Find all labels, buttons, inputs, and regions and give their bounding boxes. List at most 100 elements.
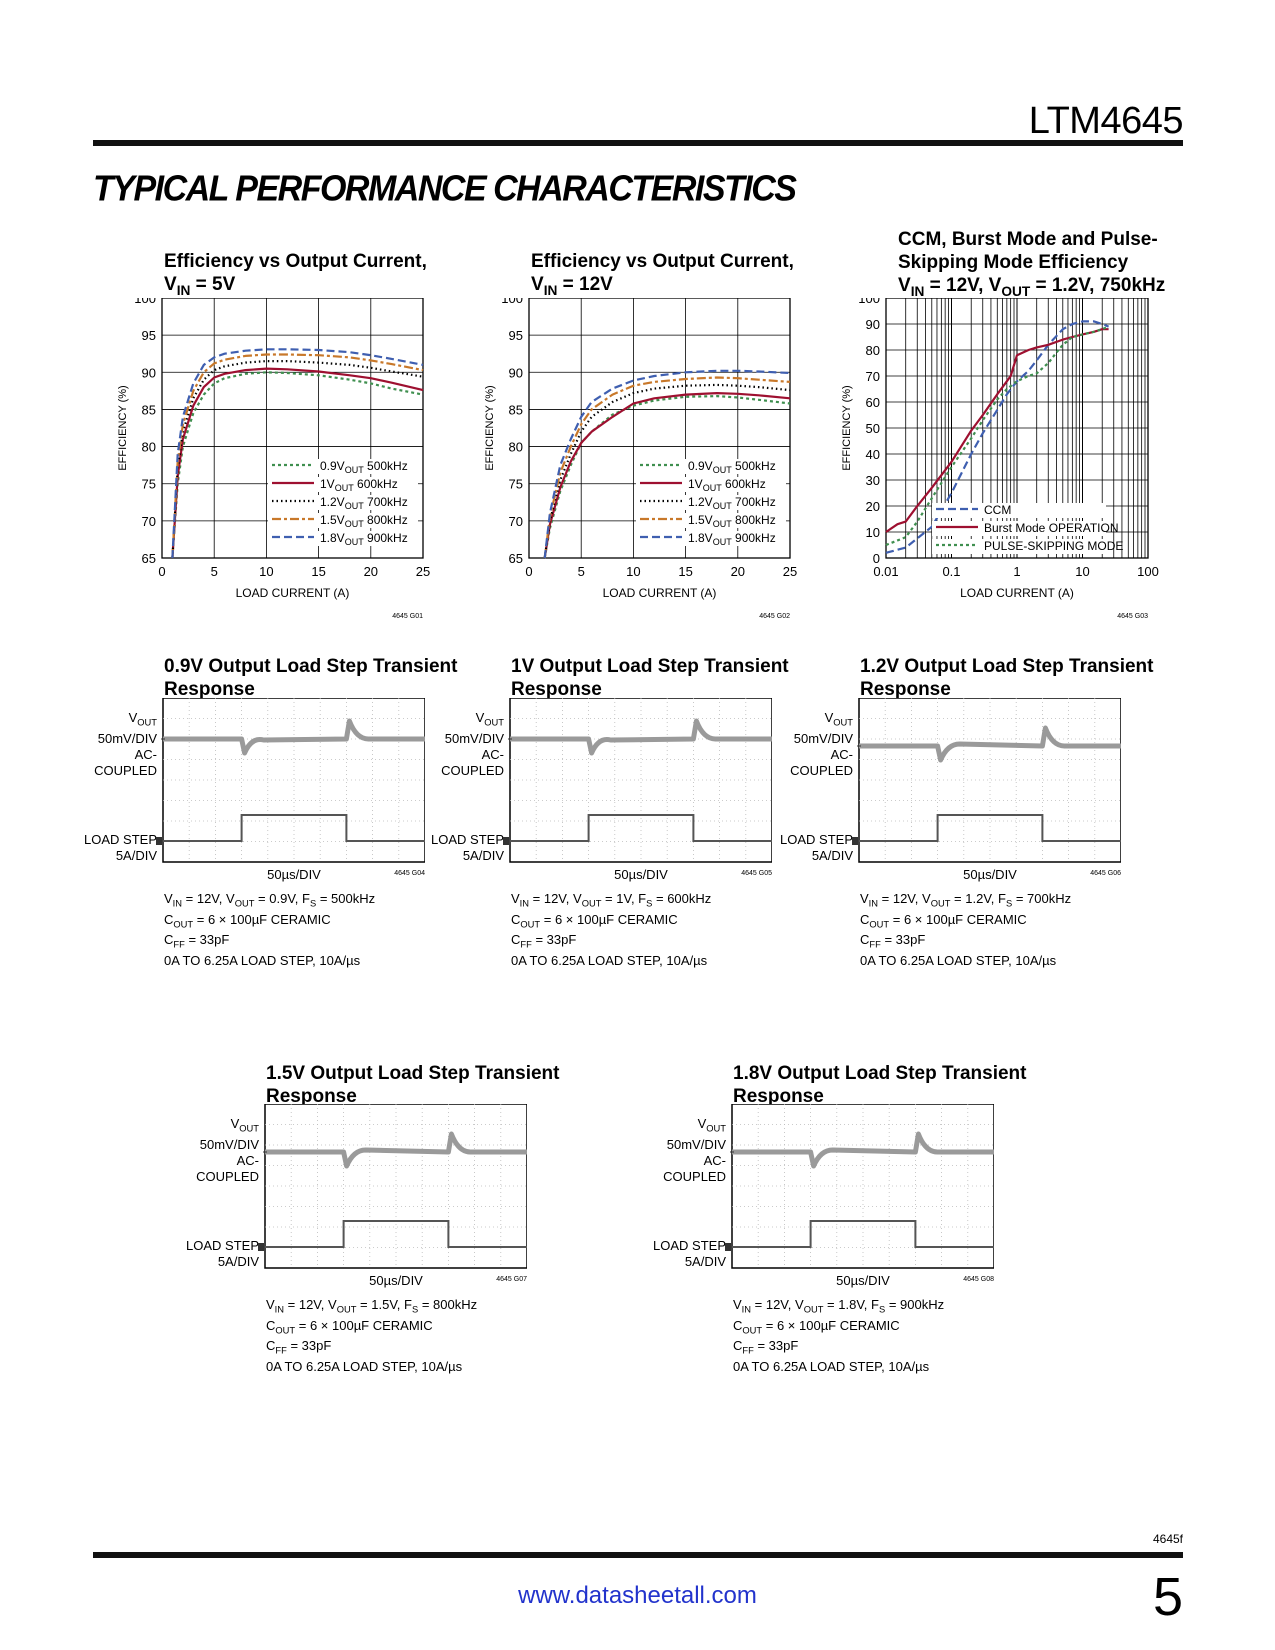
plot-frame [885, 298, 1149, 559]
legend-label-4: 1.8VOUT 900kHz [688, 531, 776, 547]
cond-line1: VIN = 12V, VOUT = 1V, FS = 600kHz [511, 891, 712, 909]
y-axis-label: EFFICIENCY (%) [117, 385, 129, 470]
x-tick-label: 10 [1075, 564, 1089, 579]
x-tick-label: 15 [311, 564, 325, 579]
series-line-2 [885, 325, 1110, 547]
x-tick-label: 0 [525, 564, 532, 579]
series-line-2 [171, 359, 424, 559]
legend: 0.9VOUT 500kHz 1VOUT 600kHz 1.2VOUT 700kHz… [636, 459, 786, 547]
scope-vout-labels-2: VOUT 50mV/DIV AC- COUPLED [759, 710, 853, 779]
channel-marker [852, 837, 858, 845]
page-number: 5 [1152, 1567, 1183, 1627]
vout-label: VOUT [697, 1116, 726, 1134]
y-tick-label: 80 [866, 343, 880, 358]
scope-title-line2: Response [733, 1086, 824, 1107]
load-step-label: LOAD STEP [431, 832, 504, 847]
legend-label-4: 1.8VOUT 900kHz [320, 531, 408, 547]
cond-line4: 0A TO 6.25A LOAD STEP, 10A/µs [511, 952, 708, 968]
legend-label-3: 1.5VOUT 800kHz [320, 513, 408, 529]
y-tick-label: 95 [509, 328, 523, 343]
series-line-3 [171, 353, 424, 559]
footer-rule [93, 1552, 1183, 1558]
scope-title-line2: Response [511, 679, 602, 700]
y-tick-label: 100 [858, 298, 880, 306]
section-title: TYPICAL PERFORMANCE CHARACTERISTICS [93, 169, 797, 209]
y-tick-label: 80 [142, 440, 156, 455]
legend-bg [932, 539, 1106, 554]
load-step-label: LOAD STEP [186, 1238, 259, 1253]
legend-label-1: Burst Mode OPERATION [984, 521, 1118, 535]
cond-line1: VIN = 12V, VOUT = 1.2V, FS = 700kHz [860, 891, 1072, 909]
x-tick-label: 25 [783, 564, 797, 579]
vout-trace [732, 1131, 994, 1169]
y-axis-label: EFFICIENCY (%) [841, 385, 853, 470]
scope-load-labels-1: LOAD STEP 5A/DIV [410, 832, 504, 864]
footer-url[interactable]: www.datasheetall.com [518, 1582, 757, 1609]
x-tick-label: 15 [678, 564, 692, 579]
scope-title-line2: Response [266, 1086, 357, 1107]
y-tick-label: 100 [501, 298, 523, 306]
y-tick-label: 50 [866, 421, 880, 436]
vout-label: VOUT [230, 1116, 259, 1134]
scope-title-1: 1V Output Load Step Transient Response [511, 655, 789, 701]
legend-bg [636, 531, 786, 546]
scope-screen-0: 50µs/DIV 4645 G04 [156, 698, 425, 882]
series-line-0 [171, 371, 424, 559]
scope-screen-3: 50µs/DIV 4645 G07 [258, 1104, 527, 1288]
legend-label-0: 0.9VOUT 500kHz [320, 459, 408, 475]
legend-bg [268, 459, 418, 474]
x-tick-label: 100 [1137, 564, 1159, 579]
legend-bg [636, 495, 786, 510]
cond-line1: VIN = 12V, VOUT = 1.8V, FS = 900kHz [733, 1297, 945, 1315]
load-step-trace [732, 1220, 994, 1248]
y-tick-label: 85 [142, 402, 156, 417]
cond-line2: COUT = 6 × 100µF CERAMIC [164, 911, 331, 930]
legend-label-1: 1VOUT 600kHz [320, 477, 398, 493]
series-line-1 [171, 367, 424, 559]
y-tick-label: 90 [509, 365, 523, 380]
vout-label: VOUT [128, 710, 157, 728]
figure-code: 4645 G04 [394, 870, 425, 877]
x-tick-label: 5 [578, 564, 585, 579]
plot-frame [161, 298, 424, 559]
scope-title-0: 0.9V Output Load Step Transient Response [164, 655, 457, 701]
doc-ref: 4645f [1152, 1532, 1183, 1546]
series-line-0 [885, 320, 1110, 554]
y-tick-label: 20 [866, 499, 880, 514]
cond-line2: COUT = 6 × 100µF CERAMIC [266, 1317, 433, 1336]
vout-label: VOUT [475, 710, 504, 728]
scope-conditions-0: VIN = 12V, VOUT = 0.9V, FS = 500kHz COUT … [164, 891, 375, 969]
chart-g03: 0 10 20 30 40 50 60 70 80 90 100 0.01 0.1 1 10 100 LOAD … [841, 298, 1159, 620]
load-step-scale: 5A/DIV [684, 1254, 726, 1269]
cond-line3: CFF = 33pF [511, 932, 577, 950]
timebase-label: 50µs/DIV [836, 1273, 890, 1288]
chart-g02-title: Efficiency vs Output Current, VIN = 12V [531, 250, 794, 302]
scope-vout-labels-3: VOUT 50mV/DIV AC- COUPLED [165, 1116, 259, 1185]
scope-load-labels-4: LOAD STEP 5A/DIV [632, 1238, 726, 1270]
legend-bg [268, 531, 418, 546]
series-line-1 [885, 328, 1109, 533]
chart-g01: 65 70 75 80 85 90 95 100 0 5 10 15 20 25 LOAD CURRENT … [117, 298, 430, 620]
load-step-trace [265, 1220, 527, 1248]
scope-vout-labels-4: VOUT 50mV/DIV AC- COUPLED [632, 1116, 726, 1185]
vout-scale: 50mV/DIV [97, 730, 157, 746]
chart-g01-title-line1: Efficiency vs Output Current, [164, 251, 427, 272]
legend-bg [636, 459, 786, 474]
scope-title-line1: 1.2V Output Load Step Transient [860, 656, 1154, 677]
scope-load-labels-2: LOAD STEP 5A/DIV [759, 832, 853, 864]
scope-title-line1: 1.8V Output Load Step Transient [733, 1063, 1027, 1084]
vout-trace [265, 1131, 527, 1169]
vout-trace [510, 718, 772, 756]
legend-bg [932, 521, 1106, 536]
scope-conditions-1: VIN = 12V, VOUT = 1V, FS = 600kHz COUT = … [511, 891, 711, 969]
x-tick-label: 0 [158, 564, 165, 579]
legend-bg [268, 477, 418, 492]
chart-g02: 65 70 75 80 85 90 95 100 0 5 10 15 20 25 LOAD CURRENT … [484, 298, 797, 620]
load-step-trace [510, 814, 772, 842]
legend-label-2: 1.2VOUT 700kHz [320, 495, 408, 511]
vout-trace [859, 725, 1121, 763]
ac-label: AC- [830, 746, 853, 762]
legend-bg [268, 495, 418, 510]
legend-label-2: PULSE-SKIPPING MODE [984, 539, 1123, 553]
scope-conditions-4: VIN = 12V, VOUT = 1.8V, FS = 900kHz COUT … [733, 1297, 944, 1375]
